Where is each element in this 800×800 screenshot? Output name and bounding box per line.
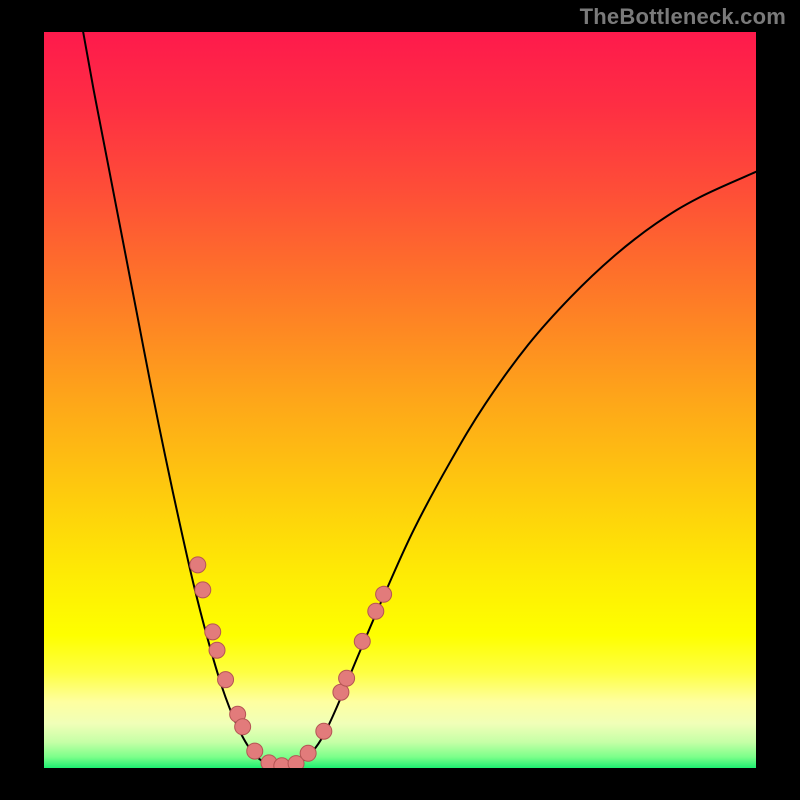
data-marker (205, 624, 221, 640)
data-marker (354, 633, 370, 649)
data-marker (247, 743, 263, 759)
data-marker (218, 672, 234, 688)
bottleneck-curve-chart (0, 0, 800, 800)
data-marker (195, 582, 211, 598)
data-marker (368, 603, 384, 619)
data-marker (339, 670, 355, 686)
data-marker (376, 586, 392, 602)
gradient-background (44, 32, 756, 768)
chart-wrapper: TheBottleneck.com (0, 0, 800, 800)
data-marker (209, 642, 225, 658)
data-marker (274, 758, 290, 774)
data-marker (300, 745, 316, 761)
data-marker (316, 723, 332, 739)
data-marker (235, 719, 251, 735)
data-marker (190, 557, 206, 573)
